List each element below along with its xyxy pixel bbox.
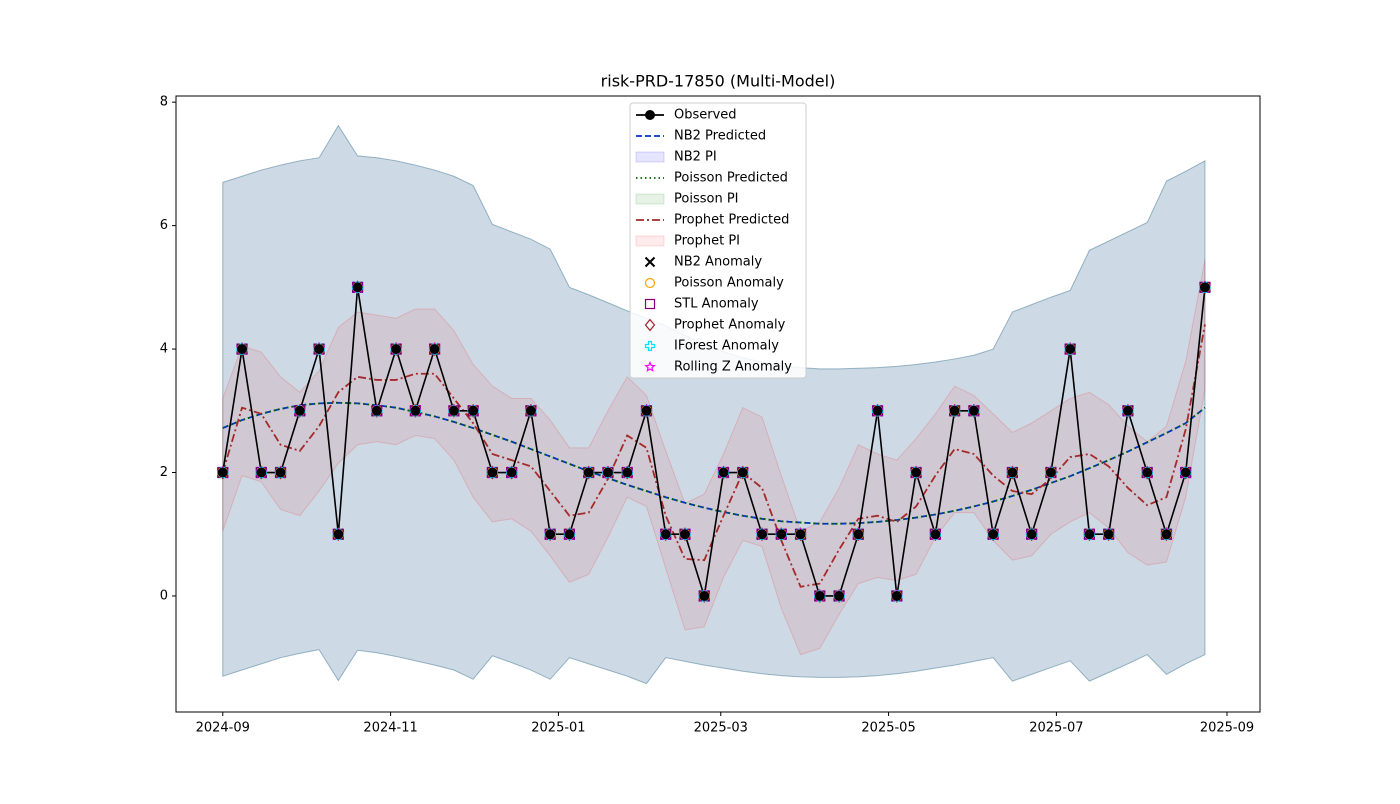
observed-point xyxy=(1161,529,1172,540)
observed-point xyxy=(1103,529,1114,540)
legend-label: Poisson PI xyxy=(674,192,739,207)
x-tick-label: 2025-01 xyxy=(531,721,585,736)
observed-point xyxy=(814,590,825,601)
prediction-interval xyxy=(222,124,1206,685)
x-tick-label: 2025-05 xyxy=(861,721,915,736)
observed-point xyxy=(679,529,690,540)
observed-point xyxy=(1084,529,1095,540)
legend-swatch xyxy=(635,235,665,247)
chart-title: risk-PRD-17850 (Multi-Model) xyxy=(601,72,836,91)
anomaly-marker xyxy=(644,318,656,332)
observed-point xyxy=(699,590,710,601)
y-tick-label: 0 xyxy=(160,588,168,603)
observed-point xyxy=(583,467,594,478)
observed-point xyxy=(795,529,806,540)
observed-point xyxy=(1026,529,1037,540)
predicted-line xyxy=(222,401,1206,525)
legend-label: Observed xyxy=(674,108,737,123)
observed-point xyxy=(545,529,556,540)
x-tick-label: 2025-07 xyxy=(1029,721,1083,736)
observed-point xyxy=(622,467,633,478)
observed-point xyxy=(757,529,768,540)
observed-point xyxy=(371,405,382,416)
observed-point xyxy=(949,405,960,416)
legend-label: Poisson Anomaly xyxy=(674,276,784,291)
legend-swatch xyxy=(635,151,665,163)
y-tick-label: 8 xyxy=(160,95,168,110)
observed-point xyxy=(911,467,922,478)
legend-label: NB2 Anomaly xyxy=(674,255,762,270)
observed-point xyxy=(564,529,575,540)
observed-line xyxy=(221,287,1206,597)
legend-label: STL Anomaly xyxy=(674,297,759,312)
axes-frame xyxy=(175,95,1261,713)
x-tick-label: 2024-11 xyxy=(363,721,417,736)
legend-label: Prophet PI xyxy=(674,234,740,249)
observed-point xyxy=(872,405,883,416)
observed-point xyxy=(718,467,729,478)
observed-point xyxy=(429,344,440,355)
observed-point xyxy=(930,529,941,540)
observed-point xyxy=(660,529,671,540)
observed-point xyxy=(468,405,479,416)
x-tick-label: 2024-09 xyxy=(196,721,250,736)
observed-point xyxy=(506,467,517,478)
observed-point xyxy=(352,282,363,293)
anomaly-marker xyxy=(644,256,656,268)
observed-point xyxy=(314,344,325,355)
observed-point xyxy=(391,344,402,355)
observed-point xyxy=(410,405,421,416)
observed-point xyxy=(988,529,999,540)
observed-point xyxy=(968,405,979,416)
legend-box xyxy=(629,102,807,379)
observed-point xyxy=(1142,467,1153,478)
observed-point xyxy=(448,405,459,416)
observed-point xyxy=(333,529,344,540)
legend-swatch xyxy=(635,193,665,205)
legend-label: NB2 PI xyxy=(674,150,717,165)
legend-label: IForest Anomaly xyxy=(674,339,779,354)
anomaly-marker xyxy=(644,277,656,289)
legend-label: Prophet Predicted xyxy=(674,213,789,228)
observed-point xyxy=(641,405,652,416)
observed-point xyxy=(256,467,267,478)
observed-point xyxy=(217,467,228,478)
prediction-interval xyxy=(222,259,1206,656)
prediction-interval xyxy=(222,124,1206,685)
observed-point xyxy=(1122,405,1133,416)
legend-label: Prophet Anomaly xyxy=(674,318,786,333)
observed-point xyxy=(294,405,305,416)
observed-point xyxy=(891,590,902,601)
observed-point xyxy=(487,467,498,478)
observed-point xyxy=(1199,282,1210,293)
plot-layer xyxy=(216,124,1212,685)
observed-point xyxy=(1065,344,1076,355)
observed-point xyxy=(645,110,655,120)
observed-point xyxy=(834,590,845,601)
observed-point xyxy=(776,529,787,540)
observed-point xyxy=(737,467,748,478)
x-tick-label: 2025-03 xyxy=(694,721,748,736)
y-tick-label: 4 xyxy=(160,342,168,357)
observed-point xyxy=(525,405,536,416)
legend-label: Rolling Z Anomaly xyxy=(674,360,792,375)
y-tick-label: 6 xyxy=(160,218,168,233)
legend-label: Poisson Predicted xyxy=(674,171,788,186)
x-tick-label: 2025-09 xyxy=(1200,721,1254,736)
legend-label: NB2 Predicted xyxy=(674,129,766,144)
observed-point xyxy=(1180,467,1191,478)
observed-point xyxy=(1045,467,1056,478)
observed-point xyxy=(602,467,613,478)
anomaly-marker xyxy=(644,360,656,372)
anomaly-marker xyxy=(644,340,656,352)
observed-point xyxy=(237,344,248,355)
anomaly-marker xyxy=(644,298,656,310)
observed-point xyxy=(275,467,286,478)
observed-point xyxy=(853,529,864,540)
y-tick-label: 2 xyxy=(160,465,168,480)
observed-point xyxy=(1007,467,1018,478)
legend: Observed NB2 Predicted NB2 PI Poisson Predi… xyxy=(629,102,807,379)
